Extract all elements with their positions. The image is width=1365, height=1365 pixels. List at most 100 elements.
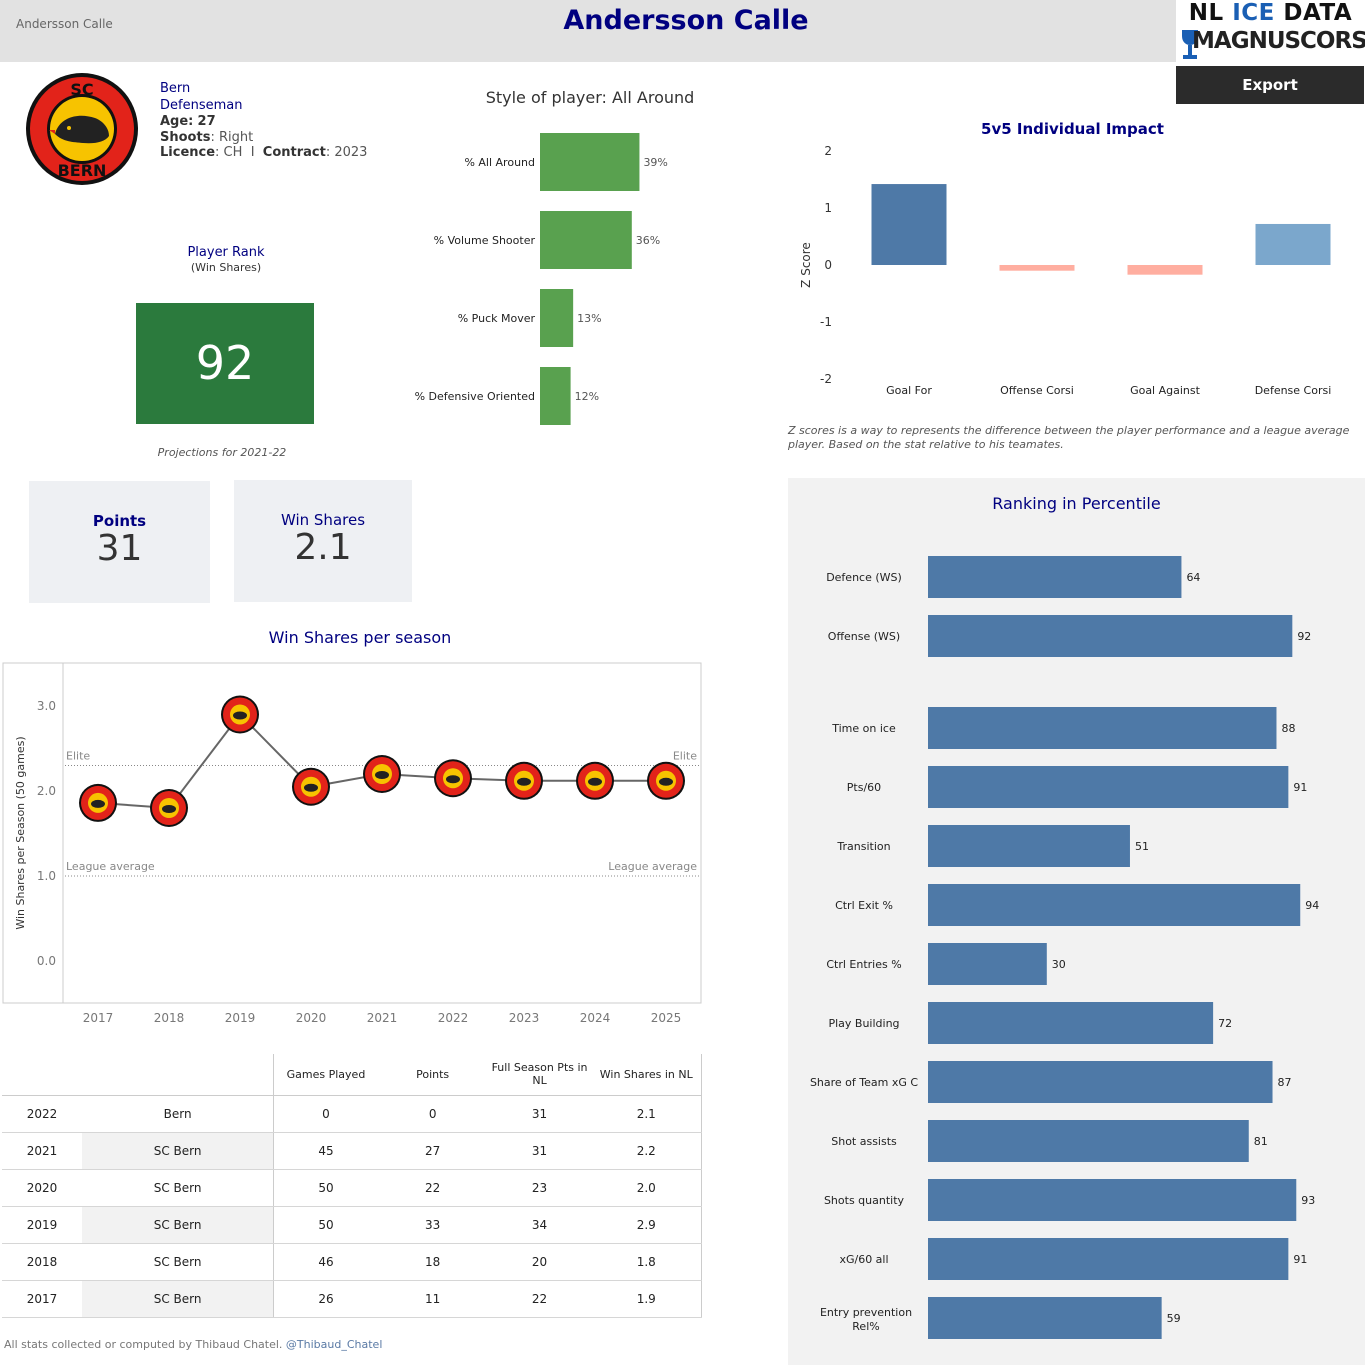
percentile-panel: Ranking in Percentile Defence (WS) 64 Offe…	[788, 478, 1365, 1365]
table-row: 2022 Bern 0 0 31 2.1	[2, 1095, 702, 1133]
ws-x-tick: 2021	[367, 1011, 398, 1025]
logo-text: NL ICE DATA	[1176, 0, 1365, 26]
ws-point-logo-bear	[162, 805, 176, 813]
impact-y-label: Z Score	[799, 242, 813, 288]
win-shares-label: Win Shares	[280, 511, 366, 529]
percentile-value: 59	[1167, 1312, 1181, 1325]
cell-gp: 46	[273, 1243, 378, 1281]
style-category-label: % Defensive Oriented	[415, 390, 535, 403]
style-chart: % All Around 39% % Volume Shooter 36% % Puck…	[415, 133, 668, 425]
impact-y-tick: 1	[824, 201, 832, 215]
ws-y-tick: 2.0	[37, 784, 56, 798]
win-shares-kpi: Win Shares 2.1	[234, 480, 412, 602]
cell-team: SC Bern	[81, 1243, 274, 1281]
impact-category-label: Goal For	[886, 384, 932, 397]
ws-chart-title: Win Shares per season	[268, 628, 452, 647]
shoots-label: Shoots	[160, 130, 211, 145]
ws-x-tick: 2023	[509, 1011, 540, 1025]
player-age: Age: 27	[160, 114, 216, 129]
ws-x-tick: 2018	[154, 1011, 185, 1025]
percentile-label-line1: Entry prevention	[820, 1306, 912, 1319]
table-row: 2019 SC Bern 50 33 34 2.9	[2, 1206, 702, 1244]
percentile-label: Shot assists	[831, 1135, 897, 1148]
table-row: 2018 SC Bern 46 18 20 1.8	[2, 1243, 702, 1281]
cell-year: 2022	[2, 1095, 82, 1133]
league-label-left: League average	[66, 860, 155, 873]
footer-text: All stats collected or computed by Thiba…	[4, 1338, 283, 1351]
percentile-bar	[928, 556, 1182, 598]
separator: I	[250, 145, 255, 160]
ws-point-logo-bear	[304, 783, 318, 792]
impact-chart-title: 5v5 Individual Impact	[981, 120, 1164, 138]
cell-year: 2020	[2, 1169, 82, 1207]
percentile-value: 30	[1052, 958, 1066, 971]
percentile-label: Play Building	[828, 1017, 899, 1030]
percentile-value: 92	[1297, 630, 1311, 643]
header-year	[2, 1054, 82, 1096]
impact-bar	[1255, 223, 1331, 265]
style-category-label: % Volume Shooter	[434, 234, 536, 247]
ws-point-logo-bear	[659, 777, 673, 786]
impact-category-label: Goal Against	[1130, 384, 1201, 397]
percentile-label: Ctrl Exit %	[835, 899, 893, 912]
ws-x-tick: 2025	[651, 1011, 682, 1025]
cell-team: Bern	[81, 1095, 274, 1133]
cell-year: 2021	[2, 1132, 82, 1170]
header-points: Points	[377, 1054, 488, 1096]
cell-full: 31	[487, 1132, 592, 1170]
header-team	[81, 1054, 274, 1096]
ws-point-logo-bear	[233, 711, 247, 720]
cell-ws: 2.9	[591, 1206, 702, 1244]
cell-pts: 11	[377, 1280, 488, 1318]
style-value-label: 12%	[575, 390, 599, 403]
impact-category-label: Defense Corsi	[1255, 384, 1332, 397]
percentile-bar	[928, 615, 1293, 657]
win-shares-value: 2.1	[294, 527, 352, 568]
table-row: 2017 SC Bern 26 11 22 1.9	[2, 1280, 702, 1318]
impact-chart: Z Score 2 1 0 -1 -2 Goal For Offense Corsi Goal …	[799, 144, 1332, 397]
cell-year: 2018	[2, 1243, 82, 1281]
logo-data: DATA	[1283, 0, 1353, 26]
impact-bar	[871, 184, 947, 265]
cell-full: 20	[487, 1243, 592, 1281]
cell-team: SC Bern	[81, 1280, 274, 1318]
ws-point-logo-bear	[91, 799, 105, 808]
percentile-bar	[928, 766, 1289, 808]
licence-label: Licence	[160, 145, 216, 160]
twitter-handle-link[interactable]: @Thibaud_Chatel	[285, 1338, 383, 1351]
header-full-season-pts: Full Season Pts in NL	[487, 1054, 592, 1096]
percentile-bar	[928, 1002, 1214, 1044]
points-kpi: Points 31	[29, 481, 210, 603]
header-win-shares: Win Shares in NL	[591, 1054, 702, 1096]
cell-year: 2019	[2, 1206, 82, 1244]
logo-bern-text: BERN	[58, 161, 107, 180]
export-button[interactable]: Export	[1176, 66, 1364, 104]
percentile-bar	[928, 943, 1047, 985]
age-value: 27	[197, 114, 216, 129]
header-games-played: Games Played	[273, 1054, 378, 1096]
ws-point-logo-bear	[375, 771, 389, 779]
ws-x-tick: 2017	[83, 1011, 114, 1025]
contract-value: : 2023	[325, 145, 368, 160]
style-value-label: 13%	[577, 312, 601, 325]
logo-sc-text: SC	[70, 80, 93, 99]
percentile-bar	[928, 1061, 1273, 1103]
impact-bar	[999, 265, 1075, 271]
percentile-bar	[928, 1238, 1289, 1280]
team-logo-icon: SC BERN	[26, 73, 138, 185]
cell-pts: 0	[377, 1095, 488, 1133]
percentile-bar	[928, 1297, 1162, 1339]
style-bar	[540, 367, 571, 425]
cell-gp: 50	[273, 1206, 378, 1244]
style-bar	[540, 289, 574, 347]
trophy-icon	[1182, 30, 1198, 59]
ws-x-tick: 2020	[296, 1011, 327, 1025]
cell-pts: 18	[377, 1243, 488, 1281]
logo-nl: NL	[1188, 0, 1224, 26]
cell-team: SC Bern	[81, 1206, 274, 1244]
elite-label-right: Elite	[673, 750, 697, 763]
percentile-value: 72	[1218, 1017, 1232, 1030]
cell-full: 22	[487, 1280, 592, 1318]
ws-y-tick: 1.0	[37, 869, 56, 883]
cell-gp: 26	[273, 1280, 378, 1318]
